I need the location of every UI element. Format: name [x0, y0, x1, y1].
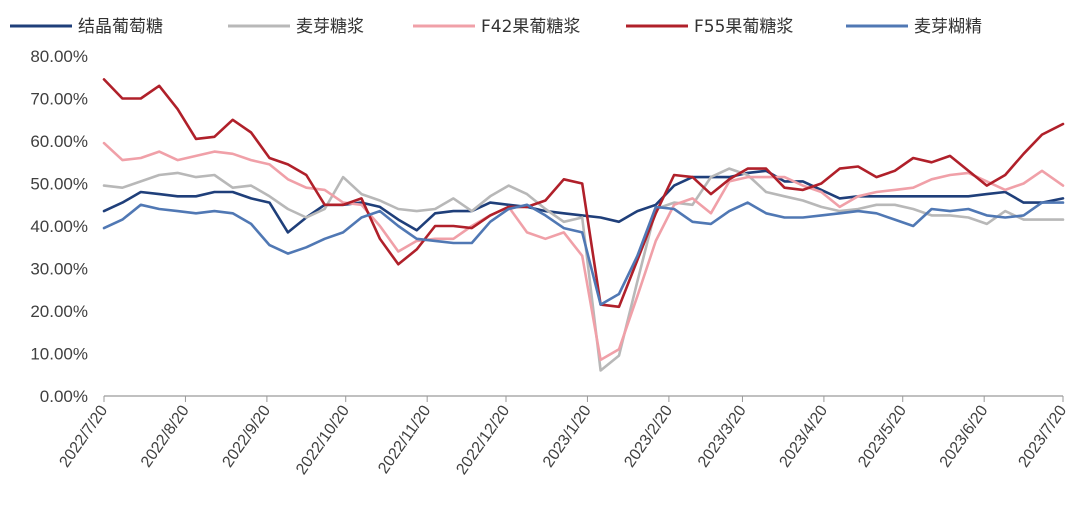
y-axis-ticks: 0.00% 10.00% 20.00% 30.00% 40.00% 50.00% 60.00… — [30, 47, 88, 406]
x-tick-label: 2023/3/20 — [695, 402, 750, 470]
x-tick-label: 2022/9/20 — [219, 402, 274, 470]
y-tick-label: 30.00% — [30, 260, 88, 279]
x-tick-label: 2022/11/20 — [375, 402, 434, 476]
y-tick-label: 50.00% — [30, 175, 88, 194]
legend-label: 麦芽糊精 — [914, 17, 982, 37]
y-tick-label: 80.00% — [30, 47, 88, 66]
x-tick-label: 2023/1/20 — [540, 402, 595, 470]
x-tick-label: 2022/7/20 — [57, 402, 112, 470]
x-tick-label: 2023/4/20 — [776, 402, 831, 470]
legend: 结晶葡萄糖 麦芽糖浆 F42果葡糖浆 F55果葡糖浆 麦芽糊精 — [10, 17, 982, 37]
x-tick-label: 2022/12/20 — [453, 402, 513, 477]
series-line-5 — [102, 201, 1065, 306]
series-line-4 — [102, 78, 1065, 309]
legend-label: F42果葡糖浆 — [481, 17, 580, 37]
series-line-3 — [102, 141, 1065, 362]
legend-label: F55果葡糖浆 — [694, 17, 793, 37]
legend-label: 麦芽糖浆 — [296, 17, 364, 37]
x-tick-label: 2022/10/20 — [293, 402, 353, 477]
x-tick-label: 2023/5/20 — [855, 402, 910, 470]
y-tick-label: 60.00% — [30, 132, 88, 151]
series-line-2 — [102, 167, 1065, 372]
y-tick-label: 70.00% — [30, 90, 88, 109]
x-tick-label: 2023/2/20 — [621, 402, 676, 470]
x-tick-label: 2023/7/20 — [1016, 402, 1069, 470]
legend-label: 结晶葡萄糖 — [78, 17, 163, 37]
y-tick-label: 40.00% — [30, 217, 88, 236]
y-tick-label: 0.00% — [40, 387, 88, 406]
series-lines — [102, 78, 1065, 372]
y-tick-label: 10.00% — [30, 345, 88, 364]
y-tick-label: 20.00% — [30, 302, 88, 321]
x-axis-ticks: 2022/7/20 2022/8/20 2022/9/20 2022/10/20 202… — [57, 396, 1069, 478]
series-line-1 — [102, 169, 1065, 234]
x-tick-label: 2022/8/20 — [138, 402, 193, 470]
x-tick-label: 2023/6/20 — [937, 402, 992, 470]
